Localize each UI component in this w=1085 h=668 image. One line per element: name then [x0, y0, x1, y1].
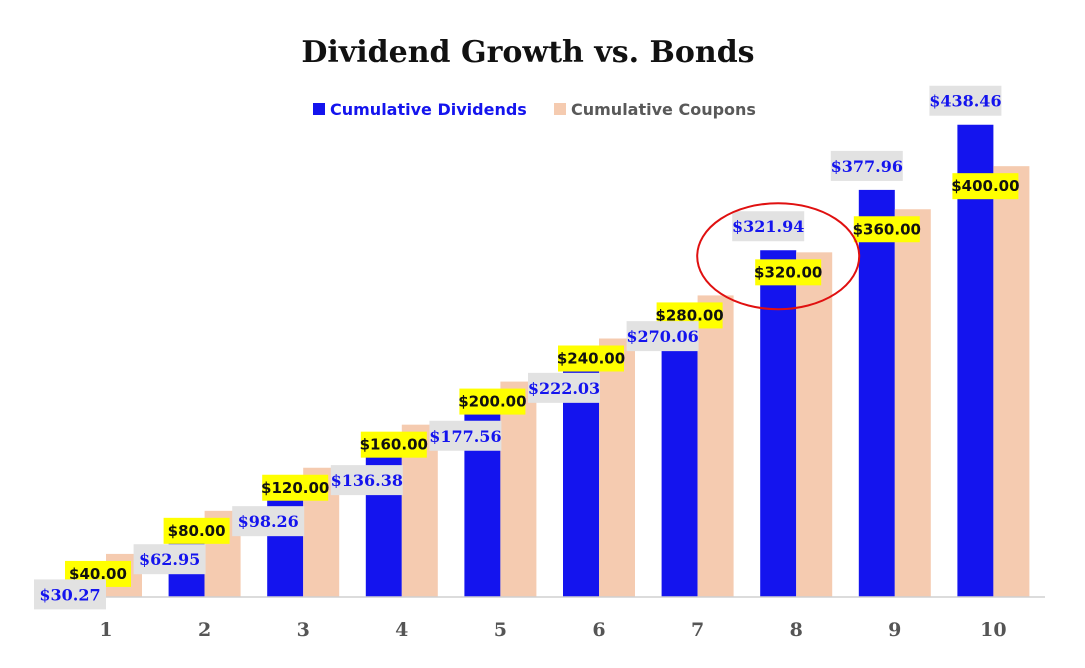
x-tick-label: 9	[888, 619, 901, 641]
x-tick-label: 2	[198, 619, 211, 641]
data-label-bg-dividends-10	[929, 85, 1002, 116]
chart-title: Dividend Growth vs. Bonds	[301, 35, 754, 70]
data-label-bg-dividends-5	[429, 420, 502, 451]
data-label-bg-coupons-6	[558, 345, 624, 372]
data-label-bg-coupons-2	[163, 517, 230, 544]
annotation-circle	[696, 202, 861, 311]
x-tick-label: 1	[99, 619, 112, 641]
data-label-dividends-10: $438.46	[929, 92, 1001, 111]
data-label-bg-coupons-8	[755, 259, 822, 286]
x-tick-label: 5	[494, 619, 507, 641]
data-label-bg-coupons-5	[459, 388, 526, 415]
bar-coupons-6	[599, 338, 635, 597]
data-label-bg-dividends-2	[133, 544, 206, 575]
data-label-bg-dividends-8	[732, 211, 805, 242]
data-label-dividends-3: $98.26	[238, 512, 299, 531]
x-tick-label: 10	[980, 619, 1006, 641]
legend-swatch-dividends	[313, 103, 325, 115]
x-tick-label: 4	[395, 619, 408, 641]
data-label-bg-coupons-9	[853, 216, 920, 243]
data-label-dividends-5: $177.56	[429, 427, 501, 446]
data-label-coupons-3: $120.00	[261, 479, 329, 497]
x-tick-label: 6	[592, 619, 605, 641]
legend-label-coupons: Cumulative Coupons	[571, 100, 756, 119]
x-tick-label: 7	[691, 619, 704, 641]
x-tick-label: 3	[297, 619, 310, 641]
legend: Cumulative Dividends Cumulative Coupons	[313, 100, 756, 119]
data-label-bg-dividends-4	[330, 465, 403, 496]
legend-label-dividends: Cumulative Dividends	[330, 100, 527, 119]
data-label-coupons-4: $160.00	[360, 436, 428, 454]
data-label-dividends-4: $136.38	[331, 471, 403, 490]
data-label-coupons-7: $280.00	[655, 306, 723, 324]
bar-coupons-7	[697, 295, 734, 597]
bar-dividends-7	[661, 306, 698, 597]
data-label-dividends-6: $222.03	[528, 379, 600, 398]
data-label-bg-dividends-1	[34, 579, 106, 610]
bar-coupons-9	[894, 209, 931, 597]
data-label-coupons-5: $200.00	[458, 393, 526, 411]
data-label-bg-dividends-9	[830, 150, 903, 181]
data-label-coupons-8: $320.00	[754, 263, 822, 281]
bar-dividends-8	[760, 250, 797, 598]
data-label-coupons-10: $400.00	[951, 177, 1019, 195]
annotation	[696, 202, 861, 311]
bar-coupons-8	[796, 252, 833, 598]
x-axis-ticks: 1 2 3 4 5 6 7 8 9 10	[99, 619, 1006, 641]
data-label-dividends-9: $377.96	[831, 157, 903, 176]
bar-coupons-5	[500, 381, 537, 597]
data-labels: $40.00 $30.27 $80.00 $62.95 $120.00 $98.26 $16…	[34, 85, 1020, 610]
data-label-bg-coupons-4	[360, 431, 427, 458]
data-label-bg-dividends-6	[528, 372, 600, 403]
data-label-bg-dividends-3	[232, 506, 305, 537]
bar-dividends-10	[957, 124, 994, 598]
x-tick-label: 8	[790, 619, 803, 641]
bar-coupons-10	[993, 166, 1030, 597]
data-label-coupons-1: $40.00	[69, 565, 127, 583]
data-label-dividends-1: $30.27	[39, 585, 100, 604]
data-label-dividends-7: $270.06	[626, 327, 698, 346]
data-label-bg-dividends-7	[626, 321, 699, 352]
data-label-bg-coupons-3	[262, 474, 329, 501]
data-label-dividends-2: $62.95	[139, 550, 200, 569]
data-label-coupons-9: $360.00	[853, 220, 921, 238]
data-label-bg-coupons-10	[952, 173, 1019, 200]
data-label-coupons-6: $240.00	[557, 350, 625, 368]
data-label-dividends-8: $321.94	[732, 217, 804, 236]
legend-swatch-coupons	[554, 103, 566, 115]
bar-dividends-9	[858, 189, 895, 597]
data-label-coupons-2: $80.00	[168, 522, 226, 540]
